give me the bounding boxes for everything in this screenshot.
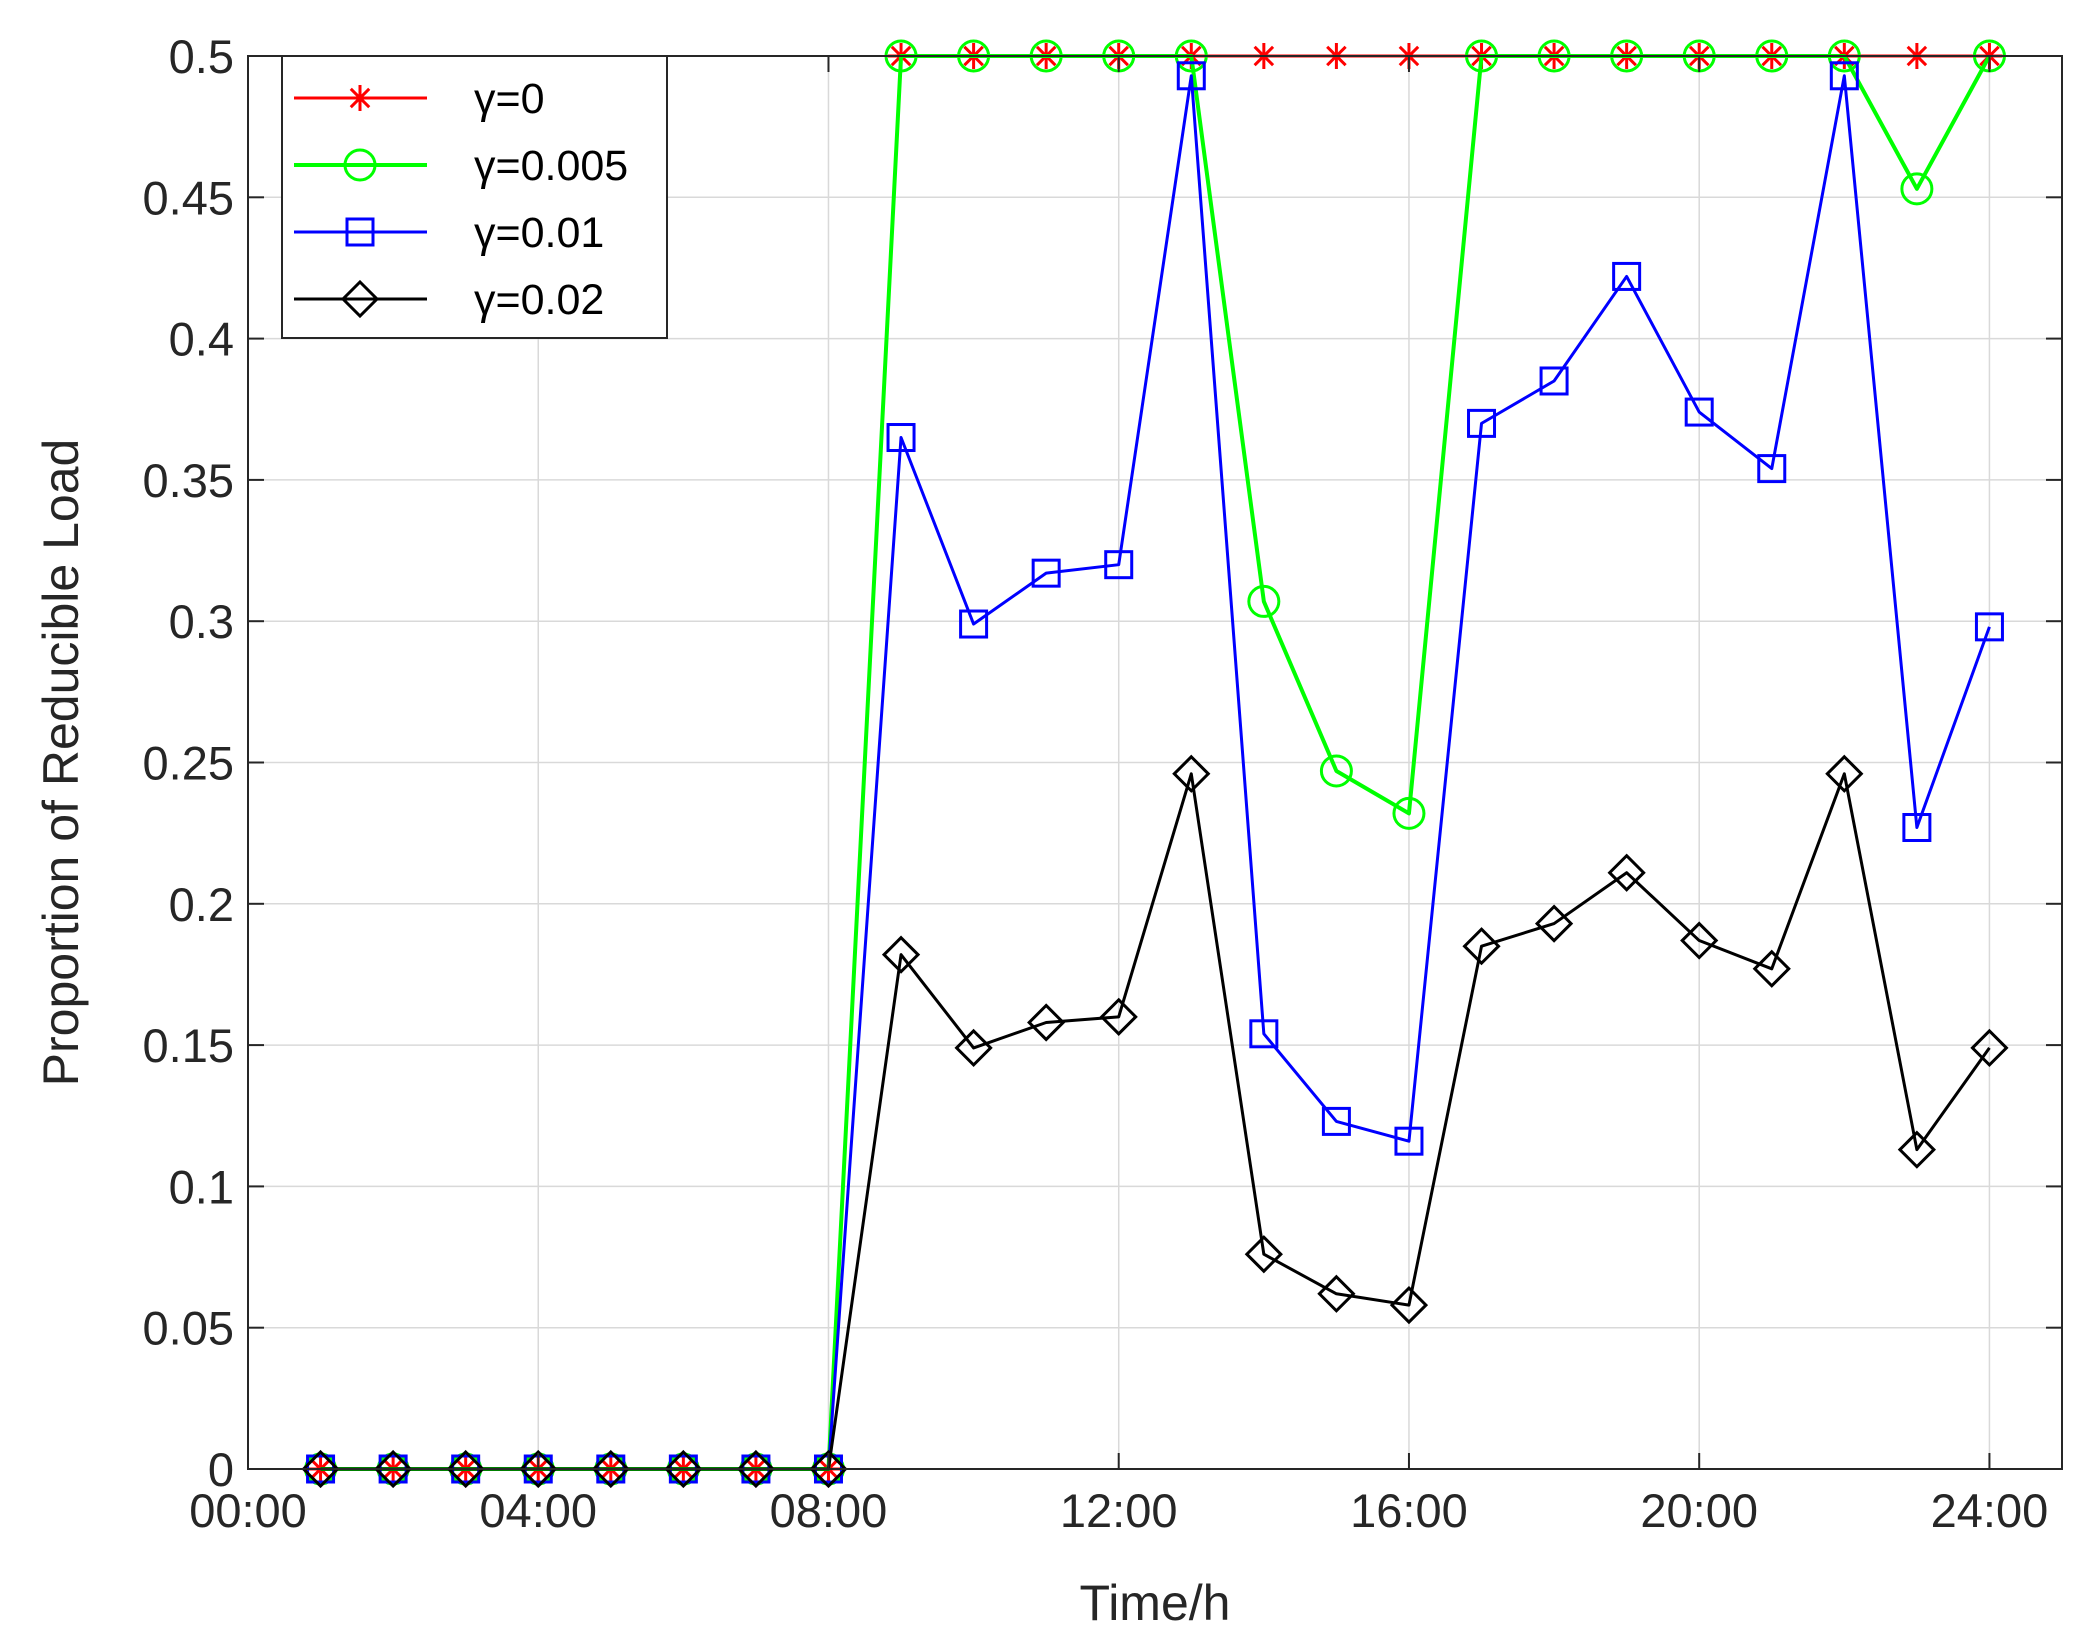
data-point bbox=[1467, 408, 1497, 438]
data-point bbox=[1974, 612, 2004, 642]
data-point bbox=[1825, 754, 1864, 793]
x-tick-label: 16:00 bbox=[1350, 1484, 1468, 1537]
legend-label: γ=0 bbox=[474, 75, 545, 123]
data-point bbox=[1829, 61, 1859, 91]
y-tick-label: 0.15 bbox=[143, 1019, 234, 1072]
legend[interactable]: γ=0 γ=0.005 γ=0.01 γ=0.02 bbox=[281, 55, 668, 339]
y-tick-label: 0.45 bbox=[143, 171, 234, 224]
data-point bbox=[1247, 584, 1281, 618]
data-point bbox=[1902, 812, 1932, 842]
data-point bbox=[1321, 1106, 1351, 1136]
data-point bbox=[1392, 796, 1426, 830]
data-point bbox=[664, 1449, 703, 1489]
data-point bbox=[1394, 1126, 1424, 1156]
data-point bbox=[1031, 558, 1061, 588]
legend-label: γ=0.02 bbox=[474, 276, 604, 324]
data-point bbox=[1317, 1274, 1356, 1313]
y-tick-label: 0.4 bbox=[169, 313, 234, 366]
y-tick-label: 0.25 bbox=[143, 737, 234, 790]
data-point bbox=[1249, 1019, 1279, 1049]
data-point bbox=[1970, 1028, 2009, 1068]
x-tick-label: 08:00 bbox=[770, 1484, 888, 1537]
data-point bbox=[954, 1028, 993, 1068]
data-point bbox=[1244, 1235, 1283, 1274]
data-point bbox=[301, 1449, 340, 1489]
data-point bbox=[1607, 853, 1646, 892]
x-axis-title: Time/h bbox=[1080, 1575, 1231, 1631]
x-tick-label: 04:00 bbox=[479, 1484, 597, 1537]
legend-marker bbox=[340, 279, 380, 319]
data-point bbox=[1897, 1130, 1937, 1169]
data-point bbox=[1176, 61, 1206, 91]
y-tick-label: 0.3 bbox=[169, 595, 234, 648]
data-point bbox=[591, 1449, 630, 1489]
data-point bbox=[1757, 454, 1787, 484]
y-tick-label: 0 bbox=[208, 1443, 234, 1496]
legend-item[interactable]: γ=0.02 bbox=[294, 276, 604, 324]
data-point bbox=[1539, 366, 1569, 396]
legend-label: γ=0.01 bbox=[474, 209, 604, 257]
x-tick-label: 00:00 bbox=[189, 1484, 307, 1537]
data-point bbox=[446, 1449, 485, 1489]
data-point bbox=[886, 423, 916, 453]
x-tick-label: 12:00 bbox=[1060, 1484, 1178, 1537]
data-point bbox=[1900, 172, 1934, 206]
data-point bbox=[1612, 261, 1642, 291]
y-tick-label: 0.2 bbox=[169, 878, 234, 931]
ticks: 00:00 04:00 08:00 12:00 16:00 20:00 24:00 0 0.05… bbox=[143, 30, 2062, 1537]
x-tick-label: 20:00 bbox=[1640, 1484, 1758, 1537]
y-tick-label: 0.05 bbox=[143, 1302, 234, 1355]
data-point bbox=[1752, 949, 1791, 988]
data-point bbox=[1462, 927, 1501, 966]
data-point bbox=[519, 1449, 558, 1489]
data-point bbox=[881, 935, 921, 974]
data-point bbox=[1684, 397, 1714, 427]
legend-box bbox=[281, 55, 668, 339]
x-tick-label: 24:00 bbox=[1931, 1484, 2049, 1537]
data-point bbox=[809, 1449, 848, 1489]
legend-item[interactable]: γ=0.01 bbox=[294, 209, 604, 257]
data-point bbox=[1534, 904, 1574, 943]
data-point bbox=[1027, 1003, 1066, 1042]
data-point bbox=[1319, 754, 1353, 788]
legend-item[interactable]: γ=0.005 bbox=[294, 142, 628, 190]
legend-marker bbox=[345, 217, 375, 247]
legend-label: γ=0.005 bbox=[474, 142, 628, 190]
data-point bbox=[1389, 1285, 1429, 1325]
legend-marker bbox=[347, 85, 373, 111]
legend-item[interactable]: γ=0 bbox=[294, 75, 545, 123]
y-tick-label: 0.1 bbox=[169, 1160, 234, 1213]
y-tick-label: 0.35 bbox=[143, 454, 234, 507]
data-point bbox=[1104, 550, 1134, 580]
data-point bbox=[1099, 997, 1138, 1036]
data-point bbox=[736, 1449, 776, 1489]
y-tick-label: 0.5 bbox=[169, 30, 234, 83]
data-point bbox=[1680, 921, 1719, 960]
y-axis-title: Proportion of Reducible Load bbox=[33, 439, 89, 1087]
data-point bbox=[373, 1449, 413, 1489]
legend-marker bbox=[343, 148, 377, 182]
data-point bbox=[1172, 754, 1211, 793]
data-point bbox=[959, 609, 989, 639]
